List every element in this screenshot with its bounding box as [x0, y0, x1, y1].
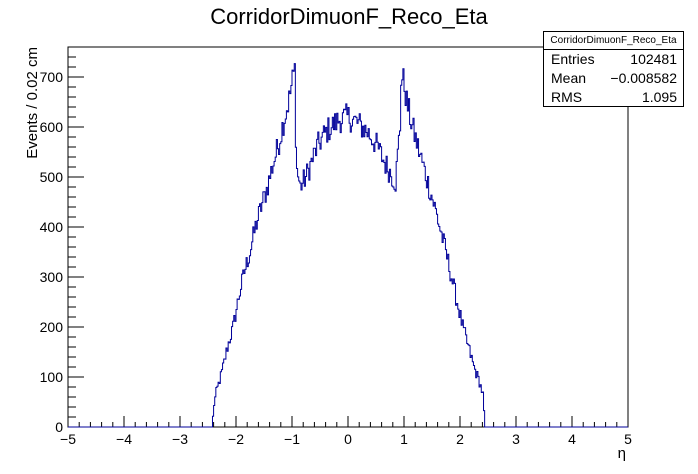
stats-value: −0.008582: [610, 70, 677, 86]
stats-box: CorridorDimuonF_Reco_Eta Entries 102481 …: [543, 31, 684, 107]
y-tick-label: 200: [40, 319, 64, 335]
y-tick-label: 500: [40, 169, 64, 185]
x-tick-label: 5: [624, 431, 632, 447]
y-tick-label: 0: [55, 419, 63, 435]
y-axis: 0 100 200 300 400 500 600 700: [40, 46, 84, 435]
stats-label: Mean: [551, 70, 587, 86]
stats-label: RMS: [551, 89, 583, 105]
x-tick-label: 3: [512, 431, 520, 447]
stats-row-mean: Mean −0.008582: [544, 69, 683, 88]
x-tick-label: 0: [344, 431, 352, 447]
y-tick-label: 300: [40, 269, 64, 285]
x-axis: −5 −4 −3 −2 −1 0 1 2 3 4 5: [60, 416, 632, 447]
stats-histogram-name: CorridorDimuonF_Reco_Eta: [544, 32, 683, 50]
y-tick-label: 700: [40, 69, 64, 85]
stats-row-rms: RMS 1.095: [544, 88, 683, 107]
chart-title: CorridorDimuonF_Reco_Eta: [210, 4, 488, 29]
x-tick-label: 2: [456, 431, 464, 447]
stats-value: 1.095: [641, 89, 677, 105]
x-tick-label: 1: [400, 431, 408, 447]
stats-row-entries: Entries 102481: [544, 50, 683, 69]
y-axis-label: Events / 0.02 cm: [24, 47, 41, 159]
y-tick-label: 100: [40, 369, 64, 385]
x-tick-label: −2: [228, 431, 244, 447]
x-tick-label: −4: [116, 431, 132, 447]
stats-label: Entries: [551, 51, 595, 67]
x-axis-label: η: [618, 445, 626, 462]
stats-value: 102481: [630, 51, 677, 67]
histogram-line: [68, 63, 628, 428]
x-tick-label: −1: [284, 431, 300, 447]
y-tick-label: 600: [40, 119, 64, 135]
y-tick-label: 400: [40, 219, 64, 235]
x-tick-label: 4: [568, 431, 576, 447]
x-tick-label: −5: [60, 431, 76, 447]
x-tick-label: −3: [172, 431, 188, 447]
